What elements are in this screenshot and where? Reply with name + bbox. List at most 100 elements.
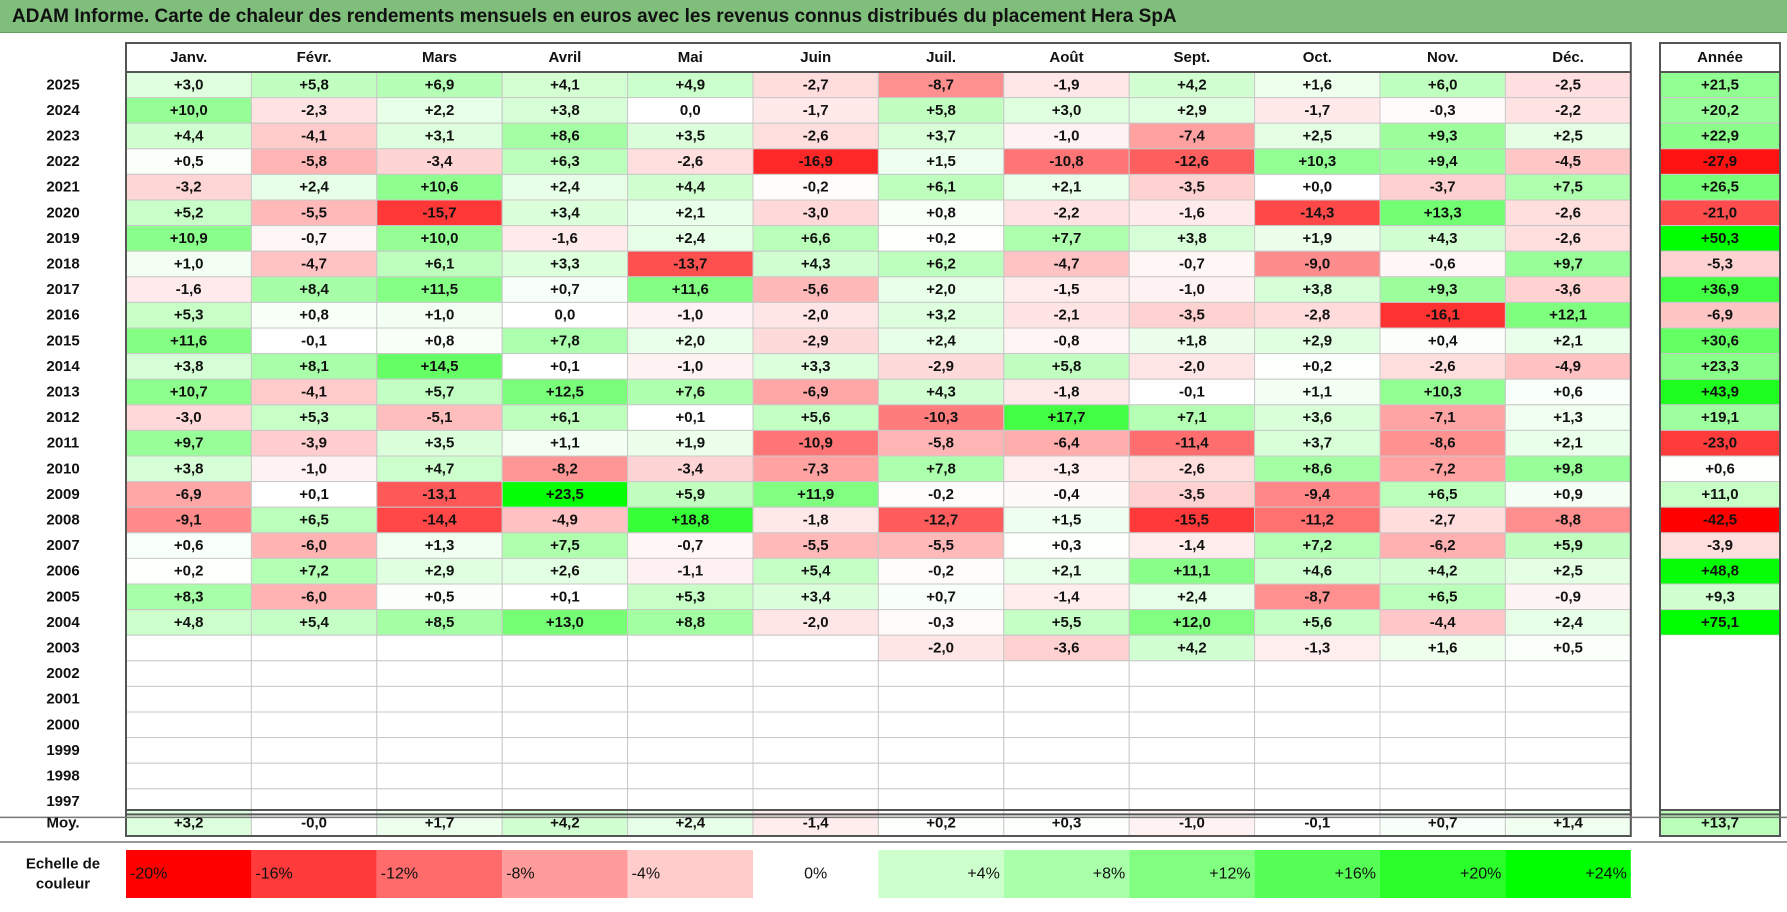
cell-value: +7,8: [550, 332, 580, 349]
average-value: +0,2: [926, 815, 956, 832]
heatmap-cell: [877, 711, 1005, 739]
heatmap-cell: [627, 506, 754, 534]
heatmap-cell: [501, 199, 629, 227]
scale-swatch: [502, 850, 628, 898]
cell-value: +8,8: [675, 614, 705, 631]
cell-value: -2,6: [1430, 358, 1456, 375]
cell-value: +8,6: [550, 128, 580, 145]
cell-value: +8,3: [174, 588, 204, 605]
average-value: +2,4: [675, 815, 705, 832]
cell-value: -6,0: [301, 588, 327, 605]
month-header: Oct.: [1303, 49, 1332, 66]
scale-swatch: [1505, 850, 1631, 898]
cell-value: +11,5: [421, 281, 458, 298]
cell-value: +6,0: [1428, 76, 1458, 93]
heatmap-cell: [1254, 711, 1381, 739]
year-label: 2024: [46, 102, 80, 119]
heatmap-cell: [1128, 404, 1256, 431]
annual-value: -5,3: [1707, 256, 1733, 273]
heatmap-cell: [1504, 737, 1632, 764]
heatmap-cell: [501, 711, 629, 739]
heatmap-cell: [250, 737, 378, 764]
annual-value: -42,5: [1703, 512, 1737, 529]
cell-value: -1,6: [1179, 204, 1205, 221]
heatmap-cell: [1128, 97, 1256, 124]
heatmap-cell: [752, 429, 879, 457]
heatmap-cell: [877, 225, 1005, 252]
heatmap-cell: [877, 404, 1005, 431]
heatmap-cell: [250, 685, 378, 713]
heatmap-cell: [1128, 506, 1256, 534]
heatmap-cell: [1128, 583, 1256, 611]
heatmap-cell: [627, 225, 754, 252]
annual-cell: [1659, 532, 1781, 559]
heatmap-cell: [1379, 557, 1506, 585]
heatmap-cell: [1254, 481, 1381, 508]
annual-value: +20,2: [1701, 102, 1739, 119]
cell-value: -3,9: [301, 435, 327, 452]
heatmap-cell: [1504, 429, 1632, 457]
heatmap-cell: [376, 225, 503, 252]
month-header: Sept.: [1174, 49, 1211, 66]
cell-value: -15,7: [422, 204, 456, 221]
heatmap-cell: [1003, 660, 1130, 687]
cell-value: +0,7: [550, 281, 580, 298]
cell-value: -1,4: [1179, 537, 1206, 554]
cell-value: -7,2: [1430, 460, 1456, 477]
heatmap-cell: [1128, 199, 1256, 227]
heatmap-cell: [1128, 685, 1256, 713]
heatmap-cell: [250, 327, 378, 355]
cell-value: -2,6: [803, 128, 829, 145]
cell-value: +9,4: [1428, 153, 1458, 170]
cell-value: +13,3: [1424, 204, 1462, 221]
cell-value: -1,5: [1054, 281, 1080, 298]
heatmap-cell: [752, 583, 879, 611]
average-value: +4,2: [550, 815, 580, 832]
scale-step-label: -16%: [255, 866, 292, 883]
cell-value: +13,0: [546, 614, 584, 631]
month-header: Mars: [422, 49, 457, 66]
year-label: 2002: [46, 665, 79, 682]
year-label: 1998: [46, 768, 79, 785]
cell-value: +10,6: [421, 179, 459, 196]
year-label: 2020: [46, 204, 79, 221]
heatmap-cell: [501, 276, 629, 303]
heatmap-cell: [877, 148, 1005, 175]
average-value: +0,3: [1052, 815, 1082, 832]
heatmap-cell: [1379, 199, 1506, 227]
heatmap-cell: [376, 762, 503, 790]
cell-value: +2,1: [1052, 179, 1082, 196]
annual-value: +36,9: [1701, 281, 1739, 298]
cell-value: -0,8: [1054, 332, 1080, 349]
cell-value: +0,8: [425, 332, 455, 349]
heatmap-cell: [1504, 148, 1632, 175]
cell-value: -0,9: [1555, 588, 1581, 605]
heatmap-cell: [1504, 173, 1632, 201]
heatmap-cell: [376, 122, 503, 150]
heatmap-cell: [1128, 481, 1256, 508]
cell-value: +2,0: [926, 281, 956, 298]
cell-value: +2,4: [1177, 588, 1207, 605]
cell-value: -12,6: [1175, 153, 1209, 170]
cell-value: -2,9: [928, 358, 954, 375]
cell-value: -0,7: [1179, 256, 1205, 273]
cell-value: -4,7: [301, 256, 327, 273]
year-label: 2007: [46, 537, 79, 554]
cell-value: -5,5: [301, 204, 327, 221]
heatmap-cell: [752, 276, 879, 303]
cell-value: +0,3: [1052, 537, 1082, 554]
heatmap-cell: [1504, 378, 1632, 406]
annual-column-frame: [1659, 42, 1781, 816]
cell-value: +5,3: [174, 307, 204, 324]
heatmap-cell: [877, 353, 1005, 380]
cell-value: +6,2: [926, 256, 956, 273]
cell-value: -3,6: [1054, 640, 1080, 657]
cell-value: -3,7: [1430, 179, 1456, 196]
cell-value: -11,4: [1175, 435, 1209, 452]
heatmap-cell: [376, 532, 503, 559]
cell-value: +1,3: [1553, 409, 1583, 426]
cell-value: -2,2: [1555, 102, 1581, 119]
heatmap-cell: [1379, 711, 1506, 739]
cell-value: -4,1: [301, 128, 327, 145]
scale-swatch: [1003, 850, 1130, 898]
